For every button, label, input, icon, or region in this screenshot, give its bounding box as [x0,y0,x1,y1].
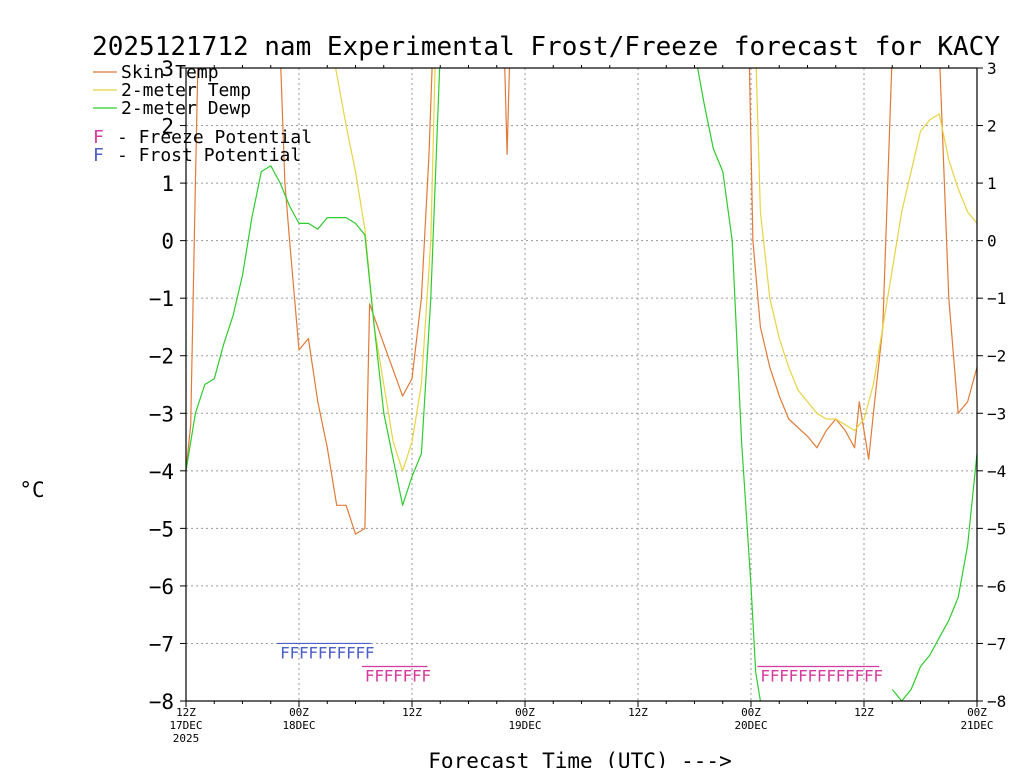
x-tick-date: 20DEC [734,719,767,732]
freeze-marker: F [770,666,780,685]
frost-marker: F [318,643,328,662]
x-tick-date: 18DEC [282,719,315,732]
frost-marker: F [346,643,356,662]
y-tick-label-left: 1 [161,172,174,196]
y-tick-label-left: −4 [149,460,174,484]
frost-marker: F [280,643,290,662]
y-tick-label-right: −4 [987,462,1006,481]
freeze-marker: F [845,666,855,685]
y-tick-label-left: −6 [149,575,174,599]
y-tick-label-right: −3 [987,404,1006,423]
freeze-marker: F [384,666,394,685]
x-tick-date: 21DEC [960,719,993,732]
y-axis-label: °C [19,478,44,502]
y-tick-label-right: −5 [987,519,1006,538]
freeze-marker: F [864,666,874,685]
y-tick-label-left: 3 [161,57,174,81]
frost-marker: F [356,643,366,662]
y-tick-label-right: −6 [987,577,1006,596]
freeze-marker: F [789,666,799,685]
y-tick-label-right: −1 [987,289,1006,308]
legend-marker-label-0: - Freeze Potential [117,127,312,148]
y-tick-label-right: −7 [987,634,1006,653]
y-tick-label-left: −1 [149,287,174,311]
freeze-marker: F [365,666,375,685]
series-line-2 [186,68,761,701]
x-tick-label: 12Z [176,706,196,719]
y-tick-label-left: −7 [149,632,174,656]
freeze-marker: F [779,666,789,685]
freeze-marker: F [374,666,384,685]
frost-marker: F [327,643,337,662]
y-tick-label-right: −8 [987,692,1006,711]
legend-marker-label-1: - Frost Potential [117,145,301,166]
x-tick-date: 19DEC [508,719,541,732]
frost-marker: F [365,643,375,662]
x-tick-label: 12Z [628,706,648,719]
frost-marker: F [337,643,347,662]
y-tick-label-right: 1 [987,174,997,193]
freeze-marker: F [798,666,808,685]
y-tick-label-left: 0 [161,230,174,254]
legend-label-0: Skin Temp [121,62,219,83]
y-tick-label-right: 2 [987,117,997,136]
x-tick-label: 00Z [515,706,535,719]
freeze-marker: F [826,666,836,685]
y-tick-label-left: 2 [161,115,174,139]
x-tick-label: 12Z [402,706,422,719]
freeze-marker: F [808,666,818,685]
x-tick-label: 00Z [289,706,309,719]
legend-label-2: 2-meter Dewp [121,98,251,119]
x-tick-label: 00Z [741,706,761,719]
y-tick-label-left: −3 [149,402,174,426]
chart-title: 2025121712 nam Experimental Frost/Freeze… [92,32,1000,62]
series-line-3 [891,453,977,701]
frost-marker: F [308,643,318,662]
x-tick-label: 00Z [967,706,987,719]
freeze-marker: F [873,666,883,685]
series-group [186,68,977,701]
plot-frame [185,67,978,702]
freeze-marker: F [817,666,827,685]
x-axis-label: Forecast Time (UTC) ---> [428,749,731,768]
freeze-marker: F [412,666,422,685]
series-line-1 [334,68,977,472]
y-tick-label-left: −5 [149,517,174,541]
legend-label-1: 2-meter Temp [121,80,251,101]
y-tick-label-right: −2 [987,347,1006,366]
x-tick-label: 12Z [854,706,874,719]
y-tick-label-left: −8 [149,690,174,714]
legend-marker-letter-1: F [93,145,104,166]
grid [186,68,977,701]
freeze-marker: F [393,666,403,685]
freeze-marker: F [836,666,846,685]
frost-marker: F [290,643,300,662]
y-tick-label-left: −2 [149,345,174,369]
x-tick-date: 17DEC [169,719,202,732]
x-tick-year: 2025 [173,732,200,745]
freeze-marker: F [421,666,431,685]
freeze-marker: F [403,666,413,685]
y-tick-label-right: 0 [987,232,997,251]
y-tick-label-right: 3 [987,59,997,78]
series-line-0 [186,68,977,535]
frost-marker: F [299,643,309,662]
freeze-marker: F [855,666,865,685]
freeze-marker: F [760,666,770,685]
legend-marker-letter-0: F [93,127,104,148]
